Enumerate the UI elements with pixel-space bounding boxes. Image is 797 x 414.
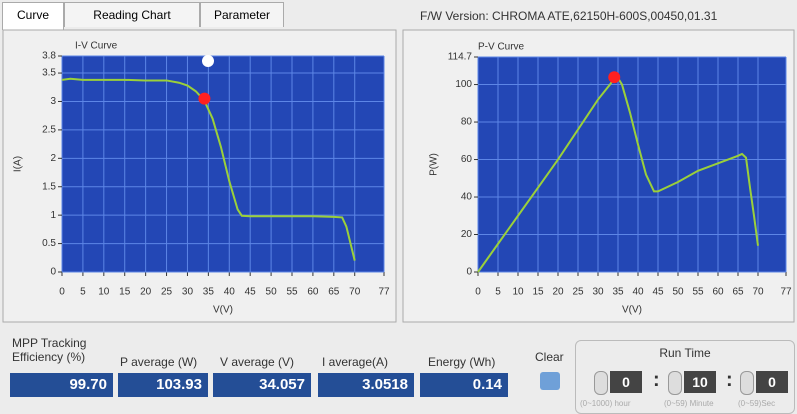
run-time-group: Run Time 0 : 10 : 0 (0~1000) hour (0~59)… — [575, 340, 795, 414]
x-tick-label: 70 — [349, 287, 361, 298]
x-tick-label: 15 — [532, 287, 544, 298]
firmware-version: F/W Version: CHROMA ATE,62150H-600S,0045… — [420, 9, 718, 23]
x-tick-label: 25 — [572, 287, 584, 298]
x-tick-label: 30 — [182, 287, 194, 298]
separator: : — [726, 369, 733, 391]
y-tick-label: 60 — [461, 154, 473, 165]
readout-value: 34.057 — [213, 373, 311, 397]
mpp-point — [198, 92, 211, 105]
y-tick-label: 1.5 — [42, 181, 56, 192]
mpp-point — [608, 71, 621, 84]
chart-title: P-V Curve — [478, 42, 525, 53]
x-tick-label: 5 — [495, 287, 501, 298]
y-tick-label: 3 — [50, 96, 56, 107]
x-tick-label: 15 — [119, 287, 131, 298]
readout-label: I average(A) — [322, 355, 389, 369]
hint: (0~59) Minute — [664, 399, 714, 408]
y-tick-label: 2.5 — [42, 125, 56, 136]
tab[interactable]: Reading Chart — [64, 2, 200, 27]
y-tick-label: 40 — [461, 192, 473, 203]
x-tick-label: 77 — [780, 287, 792, 298]
x-tick-label: 10 — [512, 287, 524, 298]
x-tick-label: 45 — [245, 287, 257, 298]
tab[interactable]: Parameter — [200, 2, 284, 27]
readout-label: P average (W) — [120, 355, 198, 369]
y-tick-label: 0 — [466, 267, 472, 278]
readout-value: 99.70 — [10, 373, 113, 397]
x-tick-label: 20 — [140, 287, 152, 298]
cursor-dot — [202, 55, 214, 67]
y-axis-label: I(A) — [13, 156, 24, 172]
x-tick-label: 40 — [224, 287, 236, 298]
readout-label: Energy (Wh) — [428, 355, 496, 369]
curve — [477, 76, 759, 273]
hour-field[interactable]: 0 — [610, 371, 642, 393]
x-tick-label: 50 — [266, 287, 278, 298]
plot-area — [62, 56, 384, 272]
x-tick-label: 45 — [652, 287, 664, 298]
second-field[interactable]: 0 — [756, 371, 788, 393]
x-axis-label: V(V) — [213, 305, 233, 316]
x-tick-label: 30 — [592, 287, 604, 298]
spinner[interactable] — [668, 371, 682, 395]
readout-value: 0.14 — [420, 373, 508, 397]
y-tick-label: 80 — [461, 117, 473, 128]
x-tick-label: 5 — [80, 287, 86, 298]
x-tick-label: 55 — [286, 287, 298, 298]
y-tick-label: 2 — [50, 153, 56, 164]
x-tick-label: 70 — [752, 287, 764, 298]
y-tick-label: 100 — [455, 79, 472, 90]
spinner[interactable] — [740, 371, 754, 395]
x-tick-label: 40 — [632, 287, 644, 298]
run-time-title: Run Time — [659, 346, 711, 360]
x-tick-label: 60 — [712, 287, 724, 298]
x-tick-label: 35 — [203, 287, 215, 298]
hint: (0~1000) hour — [580, 399, 631, 408]
minute-field[interactable]: 10 — [684, 371, 716, 393]
x-tick-label: 55 — [692, 287, 704, 298]
readout-label: MPP Tracking Efficiency (%) — [12, 336, 87, 364]
x-tick-label: 77 — [378, 287, 390, 298]
y-tick-label: 1 — [50, 210, 56, 221]
x-tick-label: 60 — [307, 287, 319, 298]
plot-area — [478, 57, 786, 272]
x-tick-label: 50 — [672, 287, 684, 298]
x-tick-label: 0 — [475, 287, 481, 298]
readout-value: 3.0518 — [318, 373, 414, 397]
y-axis-label: P(W) — [429, 153, 440, 176]
spinner[interactable] — [594, 371, 608, 395]
x-tick-label: 20 — [552, 287, 564, 298]
tab[interactable]: Curve — [2, 2, 64, 30]
chart-title: I-V Curve — [75, 41, 118, 52]
x-tick-label: 10 — [98, 287, 110, 298]
readout-label: V average (V) — [220, 355, 295, 369]
x-tick-label: 25 — [161, 287, 173, 298]
clear-button[interactable] — [540, 372, 560, 390]
hint: (0~59)Sec — [738, 399, 776, 408]
curve — [61, 77, 356, 261]
x-tick-label: 65 — [328, 287, 340, 298]
x-tick-label: 65 — [732, 287, 744, 298]
x-tick-label: 0 — [59, 287, 65, 298]
readout-value: 103.93 — [118, 373, 208, 397]
clear-label: Clear — [535, 350, 564, 364]
y-tick-label: 114.7 — [448, 52, 473, 63]
separator: : — [653, 369, 660, 391]
y-tick-label: 0.5 — [42, 238, 56, 249]
y-tick-label: 3.5 — [42, 68, 56, 79]
x-tick-label: 35 — [612, 287, 624, 298]
y-tick-label: 0 — [50, 267, 56, 278]
y-tick-label: 3.8 — [42, 51, 56, 62]
x-axis-label: V(V) — [622, 305, 642, 316]
y-tick-label: 20 — [461, 229, 473, 240]
